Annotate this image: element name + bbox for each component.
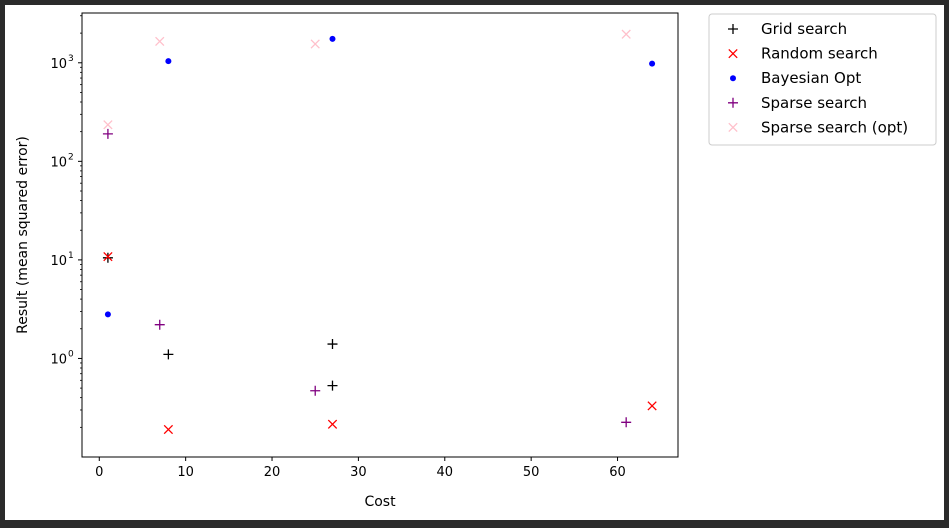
data-point (163, 349, 174, 360)
y-tick-exponent: 0 (68, 349, 74, 359)
data-point (647, 401, 657, 411)
data-point (154, 319, 165, 330)
y-tick-exponent: 2 (68, 152, 74, 162)
data-point (310, 385, 321, 396)
data-point (103, 251, 113, 262)
legend-label: Bayesian Opt (761, 69, 861, 87)
legend-label: Sparse search (761, 94, 867, 112)
y-tick-label: 10 (50, 57, 67, 72)
series-points (102, 128, 632, 428)
data-point (621, 417, 632, 428)
y-tick-exponent: 3 (68, 54, 74, 64)
data-point (310, 39, 320, 49)
x-tick-label: 30 (350, 465, 367, 480)
y-tick-label: 10 (50, 352, 67, 367)
y-tick-label: 10 (50, 254, 67, 269)
data-point (327, 380, 338, 391)
y-tick-exponent: 1 (68, 251, 74, 261)
legend-marker (728, 24, 738, 34)
data-point (102, 252, 113, 263)
legend-label: Sparse search (opt) (761, 118, 908, 136)
data-point (327, 419, 338, 429)
y-tick-label: 10 (50, 155, 67, 170)
x-tick-label: 40 (437, 465, 454, 480)
data-point (163, 424, 174, 435)
legend-marker (730, 75, 736, 82)
data-point (329, 35, 336, 42)
data-point (155, 36, 165, 47)
data-point (165, 58, 172, 65)
series-points (102, 252, 338, 391)
legend-marker (728, 122, 738, 133)
data-point (649, 60, 656, 67)
data-point (104, 311, 111, 318)
data-points (102, 29, 657, 435)
series-points (103, 251, 657, 435)
plot-area (81, 12, 679, 458)
data-point (327, 339, 338, 350)
series-points (103, 29, 631, 130)
y-axis-label: Result (mean squared error) (15, 136, 31, 334)
figure-canvas: 0 10 20 30 40 50 60 10 0 10 1 10 2 10 3 Cost Result (m… (5, 5, 944, 520)
data-point (102, 128, 113, 139)
legend: Grid search Random search Bayesian Opt Spar… (708, 13, 937, 146)
x-tick-label: 60 (609, 465, 626, 480)
x-tick-label: 0 (95, 465, 103, 480)
series-points (104, 35, 656, 318)
legend-label: Random search (761, 45, 878, 63)
legend-marker (728, 48, 738, 59)
legend-box (708, 13, 937, 146)
x-tick-label: 20 (264, 465, 281, 480)
x-tick-label: 50 (523, 465, 540, 480)
x-tick-label: 10 (177, 465, 194, 480)
data-point (103, 120, 113, 130)
data-point (621, 29, 631, 39)
x-axis-label: Cost (364, 494, 396, 510)
legend-marker (728, 97, 738, 108)
legend-label: Grid search (761, 20, 847, 38)
